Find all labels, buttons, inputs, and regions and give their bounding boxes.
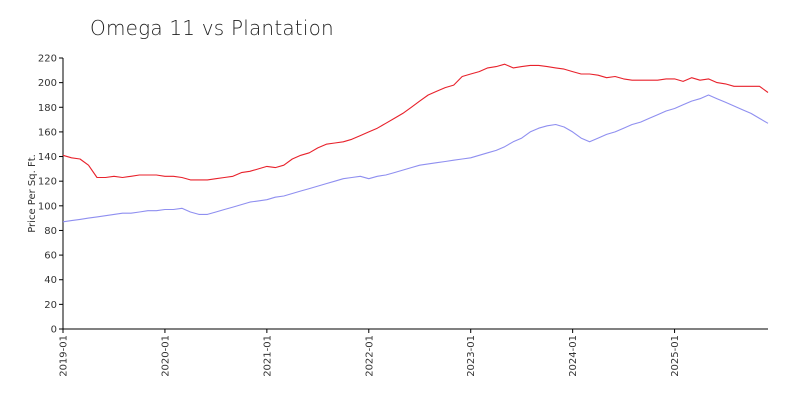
y-tick-label: 180: [38, 103, 57, 114]
chart-title: Omega 11 vs Plantation: [90, 16, 334, 40]
x-tick-label: 2025-01: [670, 335, 681, 377]
y-tick-label: 120: [38, 177, 57, 188]
x-tick-label: 2021-01: [262, 335, 273, 377]
x-tick-label: 2022-01: [364, 335, 375, 377]
series-line-2: [62, 94, 769, 223]
x-tick-label: 2019-01: [59, 335, 70, 377]
series-line-1: [62, 63, 769, 181]
y-tick-label: 60: [44, 251, 57, 262]
y-tick-label: 20: [44, 300, 57, 311]
y-tick-label: 0: [51, 325, 57, 336]
y-tick-label: 160: [38, 127, 57, 138]
x-tick-label: 2020-01: [160, 335, 171, 377]
x-tick-label: 2023-01: [466, 335, 477, 377]
y-tick-label: 140: [38, 152, 57, 163]
y-tick-label: 200: [38, 78, 57, 89]
y-axis-label: Price Per Sq. Ft.: [27, 154, 38, 233]
y-tick-label: 40: [44, 275, 57, 286]
y-tick-label: 220: [38, 54, 57, 65]
y-tick-label: 100: [38, 201, 57, 212]
y-tick-label: 80: [44, 226, 57, 237]
x-tick-label: 2024-01: [568, 335, 579, 377]
